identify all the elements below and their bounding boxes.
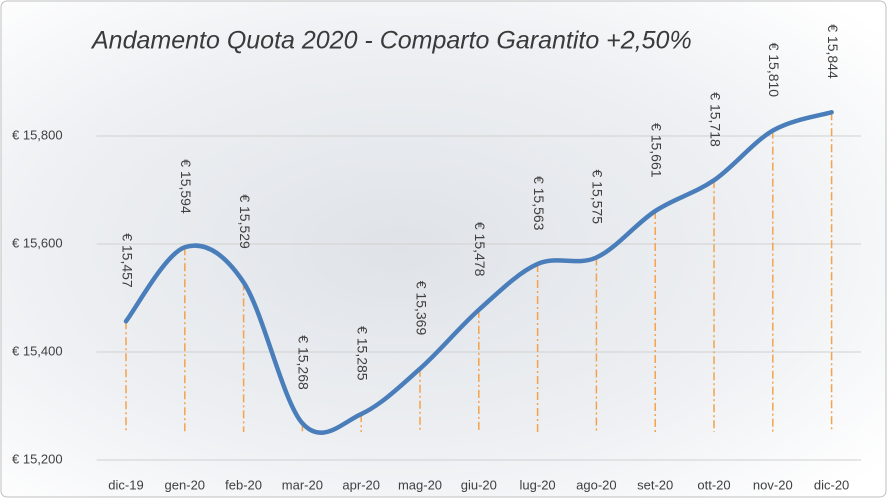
- chart: Andamento Quota 2020 - Comparto Garantit…: [0, 0, 887, 498]
- data-label: € 15,457: [119, 233, 135, 288]
- data-label: € 15,285: [354, 326, 370, 381]
- x-tick-label: apr-20: [342, 477, 380, 492]
- data-label: € 15,369: [413, 281, 429, 336]
- y-tick-label: € 15,800: [12, 127, 63, 142]
- x-tick-label: ago-20: [576, 477, 616, 492]
- x-tick-label: feb-20: [225, 477, 262, 492]
- chart-title: Andamento Quota 2020 - Comparto Garantit…: [90, 27, 692, 55]
- data-label: € 15,268: [296, 335, 312, 390]
- data-label: € 15,563: [531, 176, 547, 231]
- data-label: € 15,844: [825, 24, 841, 79]
- data-label: € 15,594: [178, 159, 194, 214]
- x-tick-label: mar-20: [282, 477, 323, 492]
- x-tick-label: mag-20: [398, 477, 442, 492]
- data-label: € 15,575: [590, 170, 606, 225]
- data-label: € 15,661: [648, 123, 664, 178]
- data-label: € 15,529: [237, 194, 253, 249]
- y-tick-label: € 15,600: [12, 235, 63, 250]
- data-label: € 15,718: [707, 92, 723, 147]
- data-label: € 15,810: [766, 43, 782, 98]
- x-tick-label: set-20: [637, 477, 673, 492]
- x-tick-label: ott-20: [697, 477, 730, 492]
- y-tick-label: € 15,400: [12, 343, 63, 358]
- x-tick-label: dic-19: [108, 477, 143, 492]
- data-label: € 15,478: [472, 222, 488, 277]
- x-tick-label: giu-20: [461, 477, 497, 492]
- x-tick-label: lug-20: [520, 477, 556, 492]
- x-tick-label: nov-20: [753, 477, 793, 492]
- x-tick-label: dic-20: [814, 477, 849, 492]
- y-tick-label: € 15,200: [12, 451, 63, 466]
- x-tick-label: gen-20: [165, 477, 205, 492]
